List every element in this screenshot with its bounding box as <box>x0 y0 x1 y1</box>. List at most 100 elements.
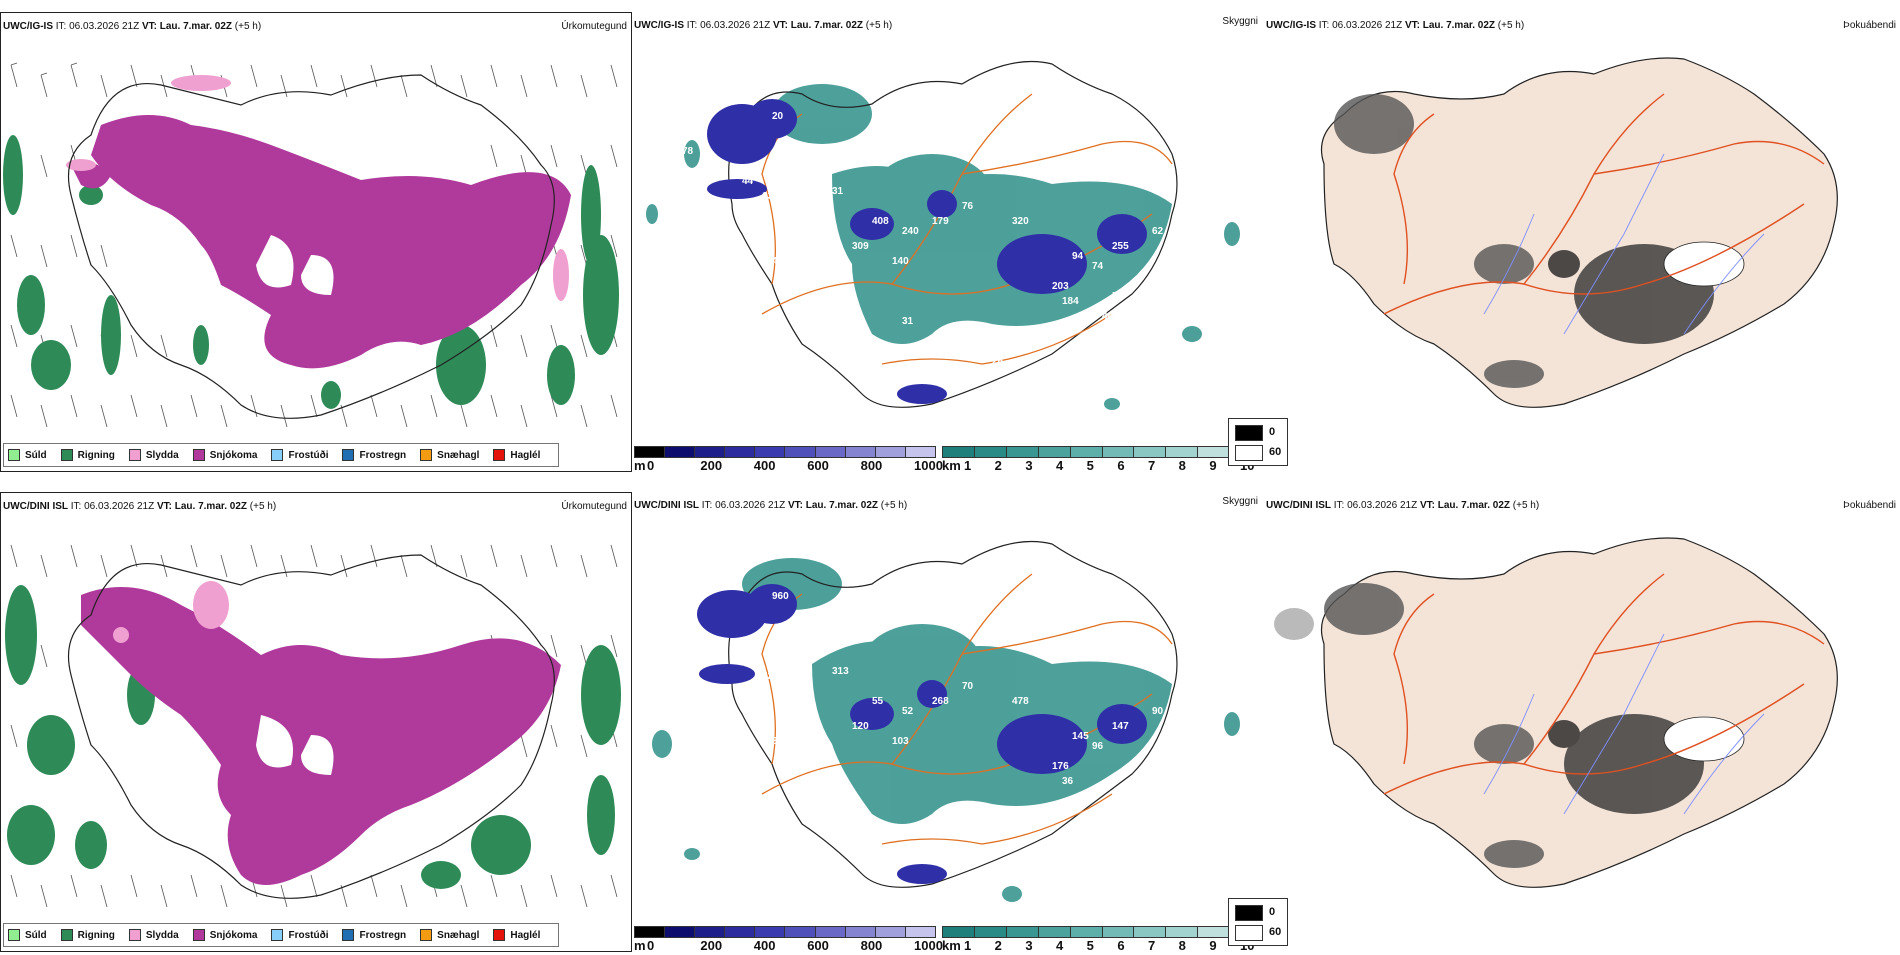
ceiling-label: 63 <box>762 191 774 202</box>
colorbar-tick: 3 <box>1025 458 1033 473</box>
panel-header: UWC/DINI ISL IT: 06.03.2026 21Z VT: Lau.… <box>634 500 908 511</box>
colorbar-tick: 1000 <box>914 938 943 953</box>
low-ceiling-areas <box>697 584 1147 884</box>
colorbar-segment <box>905 447 935 457</box>
ceiling-label: 87 <box>712 211 724 222</box>
panel-header: UWC/IG-IS IT: 06.03.2026 21Z VT: Lau. 7.… <box>3 21 262 32</box>
roads <box>1383 573 1825 795</box>
legend-label: Slydda <box>145 449 179 461</box>
colorbar-segment <box>1038 447 1071 457</box>
colorbar-unit: km <box>942 458 961 473</box>
iceland-landmass <box>1320 537 1838 888</box>
ceiling-label: 960 <box>772 591 789 602</box>
legend-swatch <box>493 449 506 461</box>
legend-swatch <box>128 929 141 941</box>
ceiling-labels: 78 10 78 20 44 63 87 31 408 240 179 76 320 309 140 48 94… <box>662 101 1239 367</box>
fog-indicator-panel: UWC/IG-IS IT: 06.03.2026 21Z VT: Lau. 7.… <box>1228 12 1900 472</box>
legend-item: Haglél <box>493 449 540 461</box>
colorbar-segment <box>635 927 666 937</box>
ceiling-label: 44 <box>742 176 754 187</box>
colorbar-tick: 800 <box>860 458 883 473</box>
colorbar-strip <box>634 926 936 938</box>
legend-label: Frostregn <box>359 449 407 461</box>
ceiling-label: 323 <box>772 736 789 747</box>
colorbar-segment <box>1198 927 1231 937</box>
ceiling-label: 93 <box>1202 166 1214 177</box>
ceiling-label: 62 <box>1152 226 1164 237</box>
precip-legend: Súld Rigning Slydda Snjókoma Frostúði Frostre… <box>3 443 560 467</box>
low-visibility-areas <box>652 558 1240 902</box>
rain-areas <box>5 585 621 889</box>
ceiling-label: 74 <box>1092 261 1104 272</box>
ceiling-label: 320 <box>1012 216 1029 227</box>
ceiling-label: 478 <box>1012 696 1029 707</box>
ceiling-label: 31 <box>902 316 914 327</box>
legend-label: Rigning <box>77 449 115 461</box>
colorbar-tick: 1 <box>964 458 972 473</box>
visibility-colorbar: km12345678910 <box>942 446 1262 473</box>
iceland-outline <box>728 61 1178 408</box>
legend-item: Snjókoma <box>192 929 257 941</box>
snow-areas <box>71 115 571 369</box>
precip-type-panel: UWC/DINI ISL IT: 06.03.2026 21Z VT: Lau.… <box>0 492 632 952</box>
colorbar-tick: 0 <box>647 938 655 953</box>
glacier-area <box>1663 241 1745 287</box>
ceiling-label: 103 <box>892 736 909 747</box>
colorbar-tick: 600 <box>807 458 829 473</box>
legend-label: Snæhagl <box>437 929 480 941</box>
colorbar-segment <box>1006 927 1039 937</box>
panel-title: Skyggni <box>1222 496 1258 507</box>
colorbar-segment <box>725 447 756 457</box>
colorbar-segment <box>635 447 666 457</box>
colorbar-segment <box>695 447 726 457</box>
visibility-map: 78 10 78 20 44 63 87 31 408 240 179 76 320 309 140 48 94… <box>646 61 1240 410</box>
ceiling-label: 52 <box>1112 291 1124 302</box>
panel-title: Þokuábendi <box>1843 20 1896 31</box>
ceiling-label: 26 <box>992 356 1004 367</box>
colorbar-segment <box>1166 447 1199 457</box>
ceiling-label: 31 <box>832 186 844 197</box>
legend-label: Frostúði <box>288 449 329 461</box>
rivers <box>1483 633 1765 815</box>
fog-map <box>1274 537 1838 888</box>
colorbar-tick: 200 <box>700 458 723 473</box>
roads <box>1383 93 1825 315</box>
legend-label: Haglél <box>510 449 541 461</box>
legend-item: Frostregn <box>342 449 406 461</box>
legend-swatch <box>128 449 141 461</box>
colorbar-segment <box>815 927 846 937</box>
ceiling-label: 96 <box>1092 741 1104 752</box>
colorbar-tick: 3 <box>1025 938 1033 953</box>
fog-map <box>1320 57 1838 408</box>
fog-colorbar: 0 60 <box>1228 898 1288 946</box>
sleet-areas <box>66 75 569 301</box>
legend-item: Rigning <box>60 449 115 461</box>
colorbar-segment <box>1070 447 1103 457</box>
colorbar-segment <box>1070 927 1103 937</box>
legend-label: Snjókoma <box>209 449 258 461</box>
colorbar-segment <box>943 447 975 457</box>
colorbar-segment <box>1006 447 1039 457</box>
iceland-outline <box>67 74 555 419</box>
colorbar-tick: 1000 <box>914 458 943 473</box>
colorbar-segment <box>974 447 1007 457</box>
colorbar-segment <box>875 447 906 457</box>
ceiling-label: 78 <box>702 101 714 112</box>
colorbar-segment <box>755 927 786 937</box>
colorbar-segment <box>665 927 696 937</box>
colorbar-tick: 9 <box>1209 938 1217 953</box>
ceiling-label: 145 <box>1072 731 1089 742</box>
colorbar-tick: 0 <box>647 458 655 473</box>
ceiling-visibility-panel: UWC/DINI ISL IT: 06.03.2026 21Z VT: Lau.… <box>632 492 1264 953</box>
legend-item: Slydda <box>128 929 179 941</box>
ceiling-label: 54 <box>682 626 694 637</box>
colorbar-segment <box>815 447 846 457</box>
colorbar-segment <box>785 447 816 457</box>
panel-title: Úrkomutegund <box>561 21 627 32</box>
ceiling-colorbar: m 0 200 400 600 800 1000 <box>634 926 943 953</box>
colorbar-tick: 400 <box>753 938 776 953</box>
ceiling-label: 405 <box>942 351 959 362</box>
rivers <box>1483 153 1765 335</box>
colorbar-segment <box>665 447 696 457</box>
colorbar-segment <box>1134 927 1167 937</box>
